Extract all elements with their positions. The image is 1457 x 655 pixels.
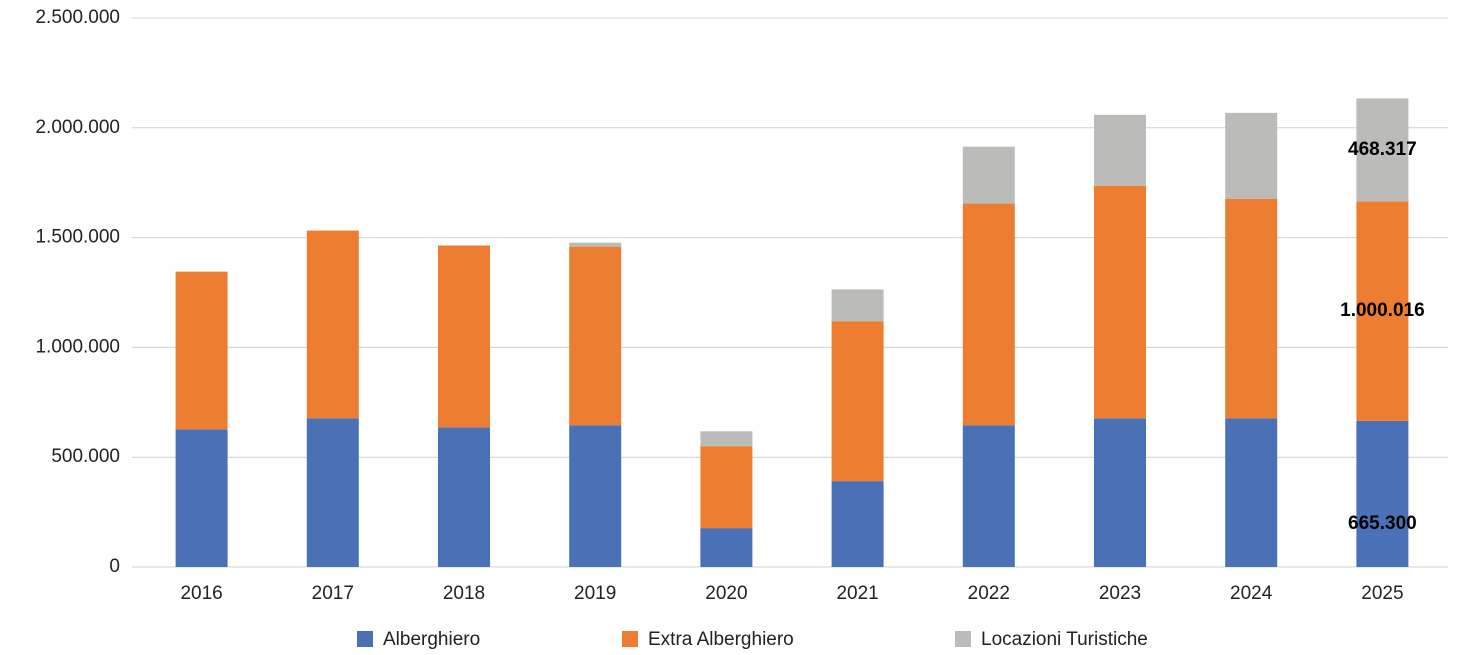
bar-segment: [438, 245, 490, 428]
y-tick-label: 2.500.000: [35, 7, 120, 28]
value-label: 665.300: [1348, 513, 1417, 534]
legend-swatch: [955, 631, 971, 647]
bar-segment: [1225, 418, 1278, 567]
x-tick-label: 2018: [443, 583, 485, 604]
legend-label: Alberghiero: [383, 629, 480, 650]
x-tick-label: 2020: [705, 583, 747, 604]
bar-segment: [700, 528, 753, 567]
bar-segment: [831, 289, 884, 322]
x-tick-label: 2021: [836, 583, 878, 604]
bar-segment: [175, 429, 228, 567]
bar-segment: [700, 431, 753, 447]
y-tick-label: 1.500.000: [35, 227, 120, 248]
legend-label: Locazioni Turistiche: [981, 629, 1148, 650]
x-tick-label: 2017: [312, 583, 354, 604]
bar-segment: [1094, 418, 1146, 567]
x-tick-label: 2024: [1230, 583, 1273, 604]
legend-swatch: [357, 631, 373, 647]
x-tick-label: 2022: [968, 583, 1010, 604]
bar-segment: [569, 242, 622, 247]
bar-segment: [1356, 420, 1409, 567]
y-tick-label: 2.000.000: [35, 117, 120, 138]
bar-segment: [962, 425, 1015, 567]
bar-segment: [175, 271, 228, 430]
legend-swatch: [622, 631, 638, 647]
bar-segment: [1225, 112, 1278, 199]
x-tick-label: 2016: [180, 583, 222, 604]
bar-segment: [569, 425, 622, 567]
bar-segment: [1094, 185, 1146, 419]
y-tick-label: 500.000: [51, 446, 120, 467]
bar-segment: [306, 230, 359, 419]
x-tick-label: 2025: [1361, 583, 1403, 604]
y-tick-label: 1.000.000: [35, 336, 120, 357]
bar-segment: [1094, 114, 1146, 186]
value-label: 468.317: [1348, 139, 1417, 160]
bar-segment: [1356, 201, 1409, 421]
bar-segment: [962, 203, 1015, 426]
x-tick-label: 2023: [1099, 583, 1141, 604]
bar-segment: [306, 418, 359, 567]
bar-segment: [700, 446, 753, 529]
bar-segment: [438, 427, 490, 567]
legend-label: Extra Alberghiero: [648, 629, 794, 650]
bar-segment: [1356, 98, 1409, 202]
x-tick-label: 2019: [574, 583, 616, 604]
bar-segment: [1225, 198, 1278, 419]
bar-segment: [962, 146, 1015, 204]
y-tick-label: 0: [109, 556, 120, 577]
bar-segment: [831, 481, 884, 567]
bar-segment: [569, 246, 622, 426]
bar-segment: [831, 321, 884, 482]
value-label: 1.000.016: [1340, 300, 1425, 321]
